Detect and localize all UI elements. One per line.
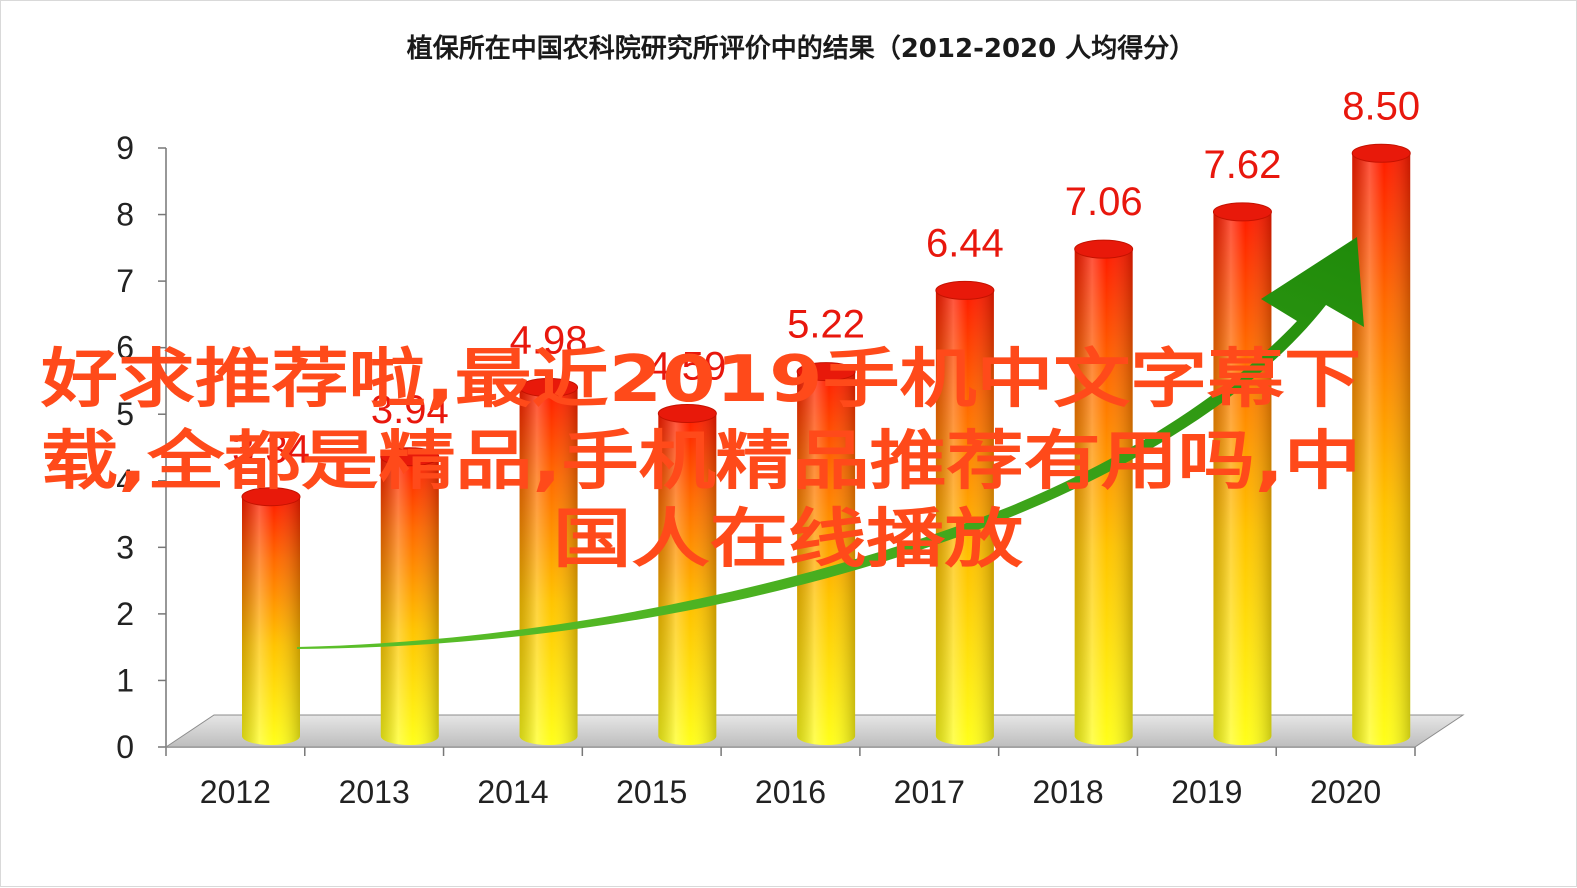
value-label: 4.98 [510,319,588,363]
bar-top [1212,202,1272,222]
overlay-text: 好求推荐啦,最近2019手机中文字幕下载,全都是精品,手机精品推荐有用吗,中国人… [40,343,1361,577]
value-label: 4.59 [648,345,726,389]
value-label: 5.22 [787,303,865,347]
y-tick-label: 0 [116,729,134,765]
bar-top [935,280,995,300]
bar [1074,239,1134,745]
x-tick-label: 2017 [894,774,965,810]
value-label: 3.94 [371,388,449,432]
trend-arrow-layer [297,237,1364,649]
x-tick-label: 2015 [616,774,687,810]
bar [1212,202,1272,745]
x-tick-label: 2020 [1310,774,1381,810]
axes: 0 1 2 3 4 5 6 7 8 9 2012 2013 2014 2015 2016 2017 2018 20… [116,130,1416,810]
bar-top [657,404,717,424]
bars [241,143,1411,745]
y-tick-label: 7 [116,263,134,299]
bar-top [1074,239,1134,259]
bar [241,487,301,745]
y-tick-label: 5 [116,396,134,432]
bar-top [796,362,856,382]
bar [1351,143,1411,745]
bar-shading [519,387,578,745]
value-label: 6.44 [926,221,1004,265]
chart-title: 植保所在中国农科院研究所评价中的结果（2012-2020 人均得分） [407,33,1196,64]
x-tick-label: 2013 [339,774,410,810]
y-tick-label: 1 [116,662,134,698]
bar-shading [935,290,994,745]
overlay-line: 国人在线播放 [553,503,1023,577]
x-tick-label: 2014 [477,774,548,810]
trend-arrow [297,237,1364,649]
bar-shading [1074,249,1133,745]
x-tick-label: 2016 [755,774,826,810]
y-tick-label: 3 [116,529,134,565]
y-tick-label: 8 [116,197,134,233]
y-tick-label: 9 [116,130,134,166]
bar-shading [1213,211,1272,745]
bar-shading [242,496,300,745]
bar [796,362,856,745]
value-label: 7.06 [1065,180,1143,224]
bar-top [380,447,440,467]
y-tick-label: 2 [116,596,134,632]
bar-shading [380,456,439,745]
x-tick-label: 2012 [200,774,271,810]
y-tick-label: 4 [116,463,134,499]
bar [519,378,579,745]
bar-top [1351,143,1411,163]
value-label: 3.34 [232,428,310,472]
x-tick-label: 2018 [1032,774,1103,810]
bar-shading [797,371,856,745]
bar [657,404,717,745]
bar-shading [658,413,717,745]
y-tick-label: 6 [116,330,134,366]
value-label: 7.62 [1204,143,1282,187]
bar-top [241,487,301,507]
bar [380,447,440,745]
x-tick-label: 2019 [1171,774,1242,810]
bar-shading [1352,153,1411,745]
overlay-line: 载,全都是精品,手机精品推荐有用吗,中 [41,425,1361,499]
value-labels: 3.34 3.94 4.98 4.59 5.22 6.44 7.06 7.62 8.50 [232,84,1420,471]
overlay-line: 好求推荐啦,最近2019手机中文字幕下 [40,343,1361,417]
bar-top [519,378,579,398]
value-label: 8.50 [1342,84,1420,128]
bar [935,280,995,745]
